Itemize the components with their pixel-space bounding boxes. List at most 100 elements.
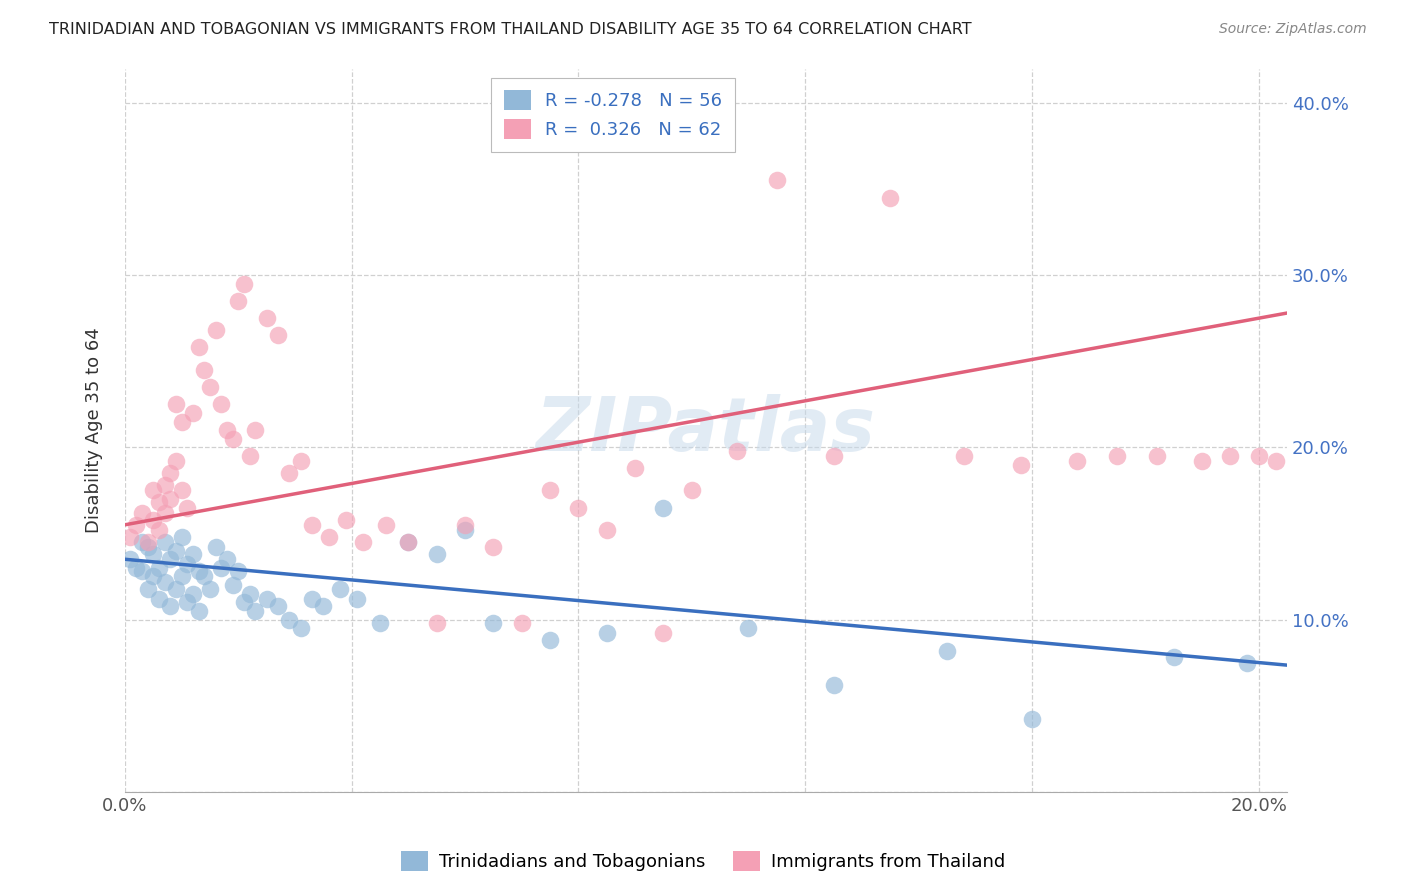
Point [567, 500, 589, 515]
Point [256, 591, 278, 606]
Point [181, 547, 204, 561]
Point [1219, 449, 1241, 463]
Point [176, 500, 198, 515]
Point [187, 341, 209, 355]
Point [267, 599, 290, 613]
Point [426, 615, 449, 630]
Point [301, 517, 323, 532]
Point [737, 621, 759, 635]
Point [1247, 449, 1270, 463]
Point [215, 552, 238, 566]
Point [187, 604, 209, 618]
Point [396, 535, 419, 549]
Point [136, 582, 159, 596]
Point [159, 599, 181, 613]
Point [454, 523, 477, 537]
Point [159, 466, 181, 480]
Point [226, 293, 249, 308]
Point [209, 561, 232, 575]
Point [652, 626, 675, 640]
Point [176, 558, 198, 572]
Point [131, 506, 153, 520]
Point [823, 678, 845, 692]
Point [681, 483, 703, 498]
Point [278, 613, 301, 627]
Point [165, 582, 187, 596]
Point [198, 582, 221, 596]
Point [238, 449, 260, 463]
Point [153, 506, 176, 520]
Point [1105, 449, 1128, 463]
Y-axis label: Disability Age 35 to 64: Disability Age 35 to 64 [86, 327, 103, 533]
Point [290, 621, 312, 635]
Point [153, 535, 176, 549]
Point [193, 363, 215, 377]
Point [426, 547, 449, 561]
Point [131, 564, 153, 578]
Point [148, 561, 170, 575]
Point [301, 591, 323, 606]
Point [120, 530, 142, 544]
Point [142, 569, 165, 583]
Point [935, 643, 957, 657]
Point [346, 591, 368, 606]
Point [221, 578, 243, 592]
Point [204, 323, 226, 337]
Point [1236, 656, 1258, 670]
Point [153, 574, 176, 589]
Point [170, 415, 193, 429]
Point [823, 449, 845, 463]
Point [204, 540, 226, 554]
Point [165, 454, 187, 468]
Point [1066, 454, 1088, 468]
Point [318, 530, 340, 544]
Text: Source: ZipAtlas.com: Source: ZipAtlas.com [1219, 22, 1367, 37]
Point [215, 423, 238, 437]
Point [131, 535, 153, 549]
Point [170, 569, 193, 583]
Point [352, 535, 374, 549]
Point [596, 626, 619, 640]
Point [176, 595, 198, 609]
Point [368, 615, 391, 630]
Point [245, 604, 267, 618]
Point [278, 466, 301, 480]
Point [1163, 650, 1185, 665]
Point [1146, 449, 1168, 463]
Point [624, 461, 647, 475]
Point [482, 615, 505, 630]
Point [148, 495, 170, 509]
Point [238, 587, 260, 601]
Point [125, 517, 148, 532]
Point [153, 478, 176, 492]
Point [1191, 454, 1213, 468]
Point [193, 569, 215, 583]
Point [245, 423, 267, 437]
Point [953, 449, 976, 463]
Point [209, 397, 232, 411]
Point [221, 432, 243, 446]
Point [725, 443, 748, 458]
Point [596, 523, 619, 537]
Point [181, 587, 204, 601]
Point [454, 517, 477, 532]
Point [312, 599, 335, 613]
Text: ZIPatlas: ZIPatlas [536, 393, 876, 467]
Point [170, 530, 193, 544]
Point [142, 547, 165, 561]
Point [232, 277, 254, 291]
Point [148, 591, 170, 606]
Point [482, 540, 505, 554]
Point [256, 311, 278, 326]
Point [226, 564, 249, 578]
Legend: Trinidadians and Tobagonians, Immigrants from Thailand: Trinidadians and Tobagonians, Immigrants… [394, 844, 1012, 879]
Point [159, 491, 181, 506]
Point [879, 191, 901, 205]
Point [125, 561, 148, 575]
Point [198, 380, 221, 394]
Point [396, 535, 419, 549]
Point [538, 633, 561, 648]
Point [142, 483, 165, 498]
Point [142, 513, 165, 527]
Point [1264, 454, 1286, 468]
